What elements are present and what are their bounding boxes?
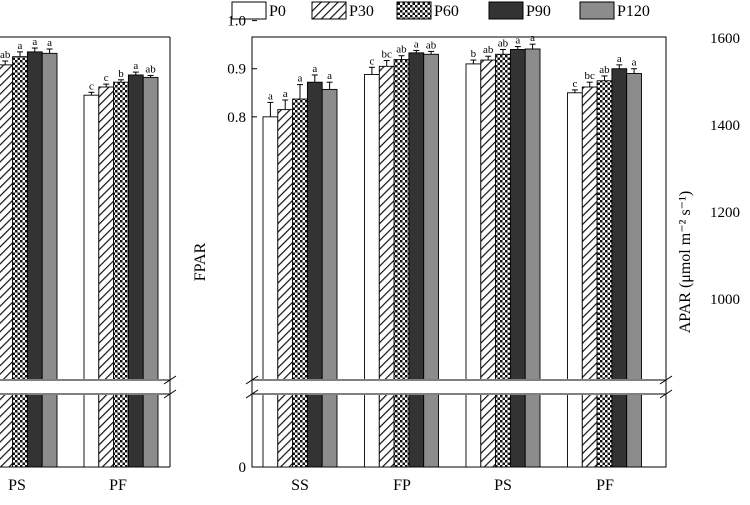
legend: P0 P30 P60 P90 P120 bbox=[231, 1, 650, 20]
middle-bar-fp-p0 bbox=[364, 74, 380, 468]
middle-bar-ps-p120 bbox=[524, 48, 541, 468]
middle-sig-letter-pf-p90: a bbox=[617, 53, 622, 65]
middle-bar-ps-p0 bbox=[465, 63, 482, 468]
legend-label-p120: P120 bbox=[617, 3, 650, 20]
middle-ytick-label-1: 0.8 bbox=[227, 110, 246, 126]
middle-ytick-label-3: 1.0 bbox=[227, 14, 246, 30]
middle-sig-letter-pf-p120: a bbox=[632, 57, 637, 69]
right-ytick-label-3: 1600 bbox=[710, 31, 740, 47]
middle-sig-letter-pf-p30: bc bbox=[585, 70, 596, 82]
left-bar-pf-p30 bbox=[98, 86, 115, 468]
legend-swatch-p90 bbox=[488, 1, 524, 20]
legend-label-p60: P60 bbox=[434, 3, 459, 20]
left-bar-ps-p120 bbox=[41, 52, 58, 468]
middle-sig-letter-fp-p30: bc bbox=[382, 49, 393, 61]
middle-axis-break-gap bbox=[253, 379, 665, 395]
middle-bar-ss-p0 bbox=[262, 116, 279, 468]
middle-bar-fp-p90 bbox=[408, 52, 425, 468]
left-bar-pf-p60 bbox=[113, 81, 129, 468]
middle-sig-letter-ps-p120: a bbox=[530, 32, 535, 44]
left-category-label-pf: PF bbox=[109, 477, 127, 494]
left-panel: babaaaccbaabPSPF bbox=[0, 36, 177, 494]
left-sig-letter-ps-p90: a bbox=[32, 36, 37, 48]
middle-break-mark-b-0 bbox=[245, 389, 259, 399]
middle-ytick-label-0: 0 bbox=[239, 460, 247, 476]
left-sig-letter-pf-p30: c bbox=[104, 72, 109, 84]
middle-sig-letter-ss-p90: a bbox=[312, 63, 317, 75]
left-bar-ps-p90 bbox=[26, 51, 43, 468]
right-ytick-label-0: 1000 bbox=[710, 292, 740, 308]
left-category-label-ps: PS bbox=[8, 477, 26, 494]
legend-swatch-p30 bbox=[311, 1, 347, 20]
middle-sig-letter-ss-p60: a bbox=[298, 73, 303, 85]
legend-label-p30: P30 bbox=[349, 3, 374, 20]
middle-bar-ss-p120 bbox=[321, 88, 338, 468]
middle-sig-letter-fp-p0: c bbox=[369, 55, 374, 67]
right-panel: 1000 1200 1400 1600 APAR (μmol m⁻² s⁻¹) bbox=[677, 31, 740, 333]
middle-plot-frame bbox=[251, 36, 667, 468]
middle-sig-letter-ps-p90: a bbox=[515, 35, 520, 47]
legend-label-p0: P0 bbox=[269, 3, 286, 20]
middle-sig-letter-pf-p0: c bbox=[572, 78, 577, 90]
middle-break-mark-a-1 bbox=[659, 375, 673, 385]
right-y-axis-label: APAR (μmol m⁻² s⁻¹) bbox=[677, 191, 694, 334]
legend-label-p90: P90 bbox=[526, 3, 551, 20]
middle-bar-ps-p60 bbox=[495, 53, 511, 468]
middle-sig-letter-ss-p120: a bbox=[327, 70, 332, 82]
middle-sig-letter-ss-p30: a bbox=[283, 88, 288, 100]
left-sig-letter-pf-p90: a bbox=[133, 60, 138, 72]
left-break-mark-b bbox=[163, 389, 177, 399]
middle-bar-fp-p30 bbox=[378, 65, 395, 468]
left-sig-letter-ps-p60: a bbox=[18, 40, 23, 52]
left-bar-ps-p60 bbox=[12, 56, 28, 468]
middle-bar-pf-p30 bbox=[581, 86, 598, 468]
left-axis-break-gap bbox=[0, 379, 169, 395]
middle-category-label-pf: PF bbox=[596, 477, 614, 494]
middle-sig-letter-ps-p60: ab bbox=[498, 37, 509, 49]
left-sig-letter-pf-p0: c bbox=[89, 80, 94, 92]
middle-sig-letter-fp-p60: ab bbox=[396, 44, 407, 56]
right-ytick-label-2: 1400 bbox=[710, 118, 740, 134]
middle-bar-pf-p0 bbox=[567, 92, 583, 468]
middle-bar-ss-p60 bbox=[292, 98, 308, 468]
middle-bar-ps-p90 bbox=[509, 49, 526, 468]
middle-bar-pf-p60 bbox=[596, 80, 613, 468]
left-bar-pf-p90 bbox=[127, 74, 144, 468]
middle-bar-ss-p30 bbox=[277, 109, 294, 468]
middle-category-label-ps: PS bbox=[494, 477, 512, 494]
middle-sig-letter-pf-p60: ab bbox=[599, 64, 610, 76]
left-break-mark-a bbox=[163, 375, 177, 385]
legend-swatch-p60 bbox=[396, 1, 432, 20]
middle-sig-letter-fp-p120: ab bbox=[426, 39, 437, 51]
middle-sig-letter-fp-p90: a bbox=[414, 38, 419, 50]
middle-bar-fp-p60 bbox=[393, 59, 410, 468]
middle-bar-ps-p30 bbox=[480, 59, 497, 468]
middle-bar-fp-p120 bbox=[423, 53, 439, 468]
middle-ytick-label-2: 0.9 bbox=[227, 62, 246, 78]
legend-swatch-p0 bbox=[231, 1, 267, 20]
middle-sig-letter-ps-p30: ab bbox=[483, 44, 494, 56]
left-bar-ps-p30 bbox=[0, 64, 14, 468]
right-ytick-label-1: 1200 bbox=[710, 205, 740, 221]
middle-sig-letter-ss-p0: a bbox=[268, 90, 273, 102]
left-sig-letter-pf-p120: ab bbox=[145, 63, 156, 75]
left-sig-letter-ps-p120: a bbox=[47, 37, 52, 49]
middle-category-label-fp: FP bbox=[393, 477, 411, 494]
legend-swatch-p120 bbox=[579, 1, 615, 20]
middle-bar-pf-p120 bbox=[626, 73, 642, 468]
middle-break-mark-a-0 bbox=[245, 375, 259, 385]
left-sig-letter-ps-p30: ab bbox=[0, 49, 11, 61]
middle-bar-ss-p90 bbox=[306, 81, 323, 468]
middle-sig-letter-ps-p0: b bbox=[471, 48, 477, 60]
left-sig-letter-pf-p60: b bbox=[118, 68, 124, 80]
middle-y-axis-label: FPAR bbox=[192, 242, 209, 281]
left-bar-pf-p120 bbox=[142, 76, 159, 468]
middle-category-label-ss: SS bbox=[291, 477, 309, 494]
left-bar-pf-p0 bbox=[83, 94, 100, 468]
middle-bar-pf-p90 bbox=[611, 68, 628, 468]
middle-break-mark-b-1 bbox=[659, 389, 673, 399]
